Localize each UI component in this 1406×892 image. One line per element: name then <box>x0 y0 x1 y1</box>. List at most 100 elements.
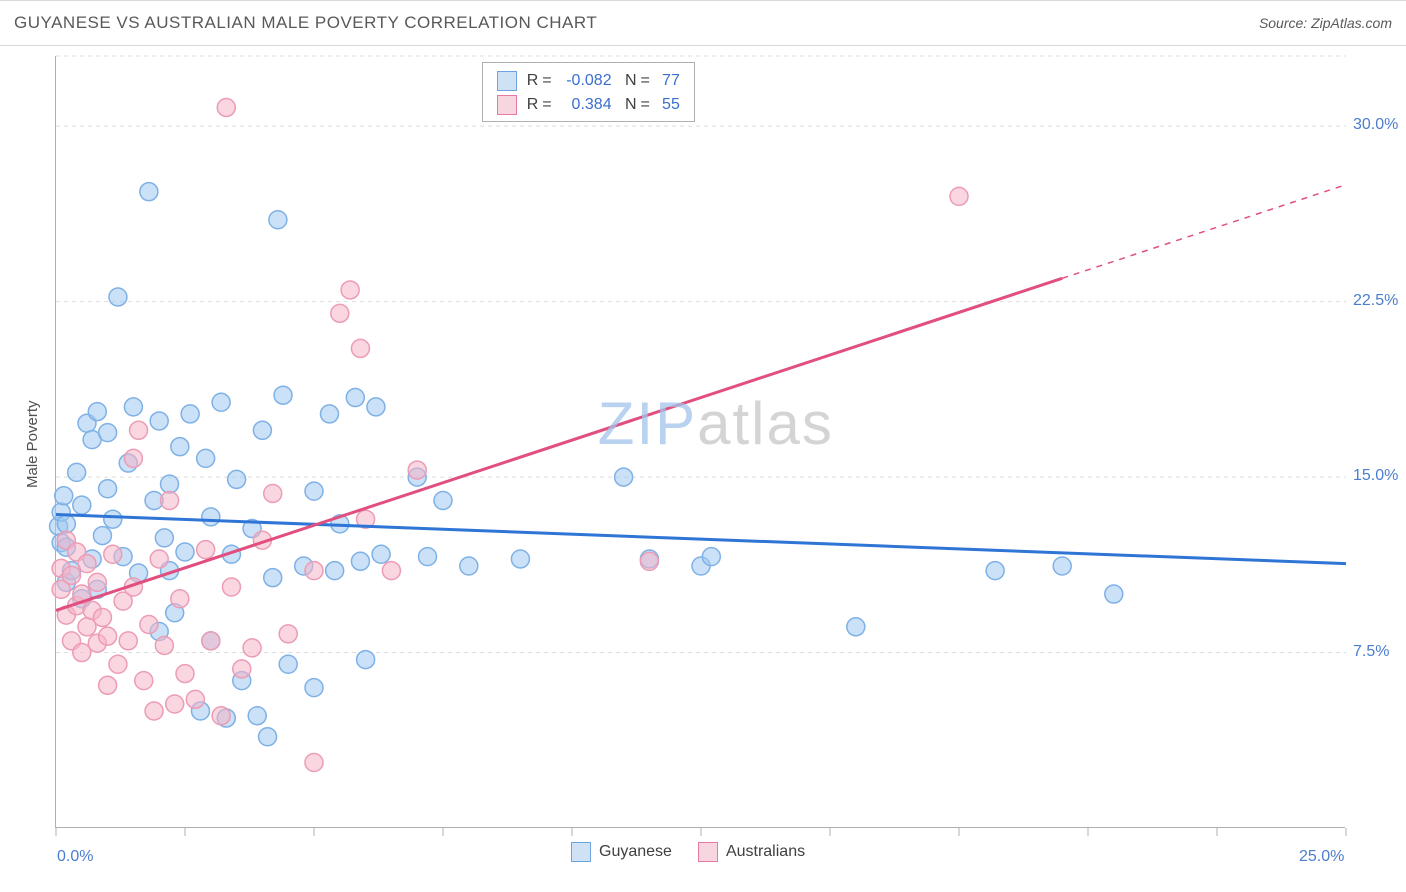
data-point <box>166 695 184 713</box>
data-point <box>950 187 968 205</box>
data-point <box>326 562 344 580</box>
data-point <box>197 541 215 559</box>
scatter-plot: ZIPatlas R=-0.082 N=77R=0.384 N=55 <box>55 56 1345 828</box>
data-point <box>434 491 452 509</box>
y-tick-label: 30.0% <box>1353 116 1398 134</box>
data-point <box>259 728 277 746</box>
data-point <box>460 557 478 575</box>
data-point <box>155 529 173 547</box>
data-point <box>124 449 142 467</box>
data-point <box>202 632 220 650</box>
data-point <box>88 573 106 591</box>
legend-r-value: 0.384 <box>556 93 612 117</box>
data-point <box>264 569 282 587</box>
y-tick-label: 15.0% <box>1353 467 1398 485</box>
y-tick-label: 22.5% <box>1353 292 1398 310</box>
data-point <box>615 468 633 486</box>
legend-n-value: 77 <box>654 69 680 93</box>
legend-series-label: Guyanese <box>599 843 672 861</box>
data-point <box>176 543 194 561</box>
data-point <box>511 550 529 568</box>
data-point <box>171 438 189 456</box>
data-point <box>181 405 199 423</box>
data-point <box>99 627 117 645</box>
legend-row: R=0.384 N=55 <box>497 93 680 117</box>
data-point <box>320 405 338 423</box>
data-point <box>305 482 323 500</box>
source-name: ZipAtlas.com <box>1311 15 1392 31</box>
data-point <box>119 632 137 650</box>
data-point <box>640 552 658 570</box>
data-point <box>135 672 153 690</box>
data-point <box>305 679 323 697</box>
data-point <box>212 393 230 411</box>
data-point <box>68 463 86 481</box>
legend-n-value: 55 <box>654 93 680 117</box>
data-point <box>109 288 127 306</box>
data-point <box>702 548 720 566</box>
legend-swatch <box>571 842 591 862</box>
x-axis-max-label: 25.0% <box>1299 848 1344 866</box>
data-point <box>145 702 163 720</box>
y-tick-label: 7.5% <box>1353 643 1389 661</box>
data-point <box>243 639 261 657</box>
data-point <box>99 424 117 442</box>
chart-source: Source: ZipAtlas.com <box>1259 15 1392 31</box>
data-point <box>55 487 73 505</box>
data-point <box>269 211 287 229</box>
source-prefix: Source: <box>1259 15 1311 31</box>
plot-svg <box>56 56 1346 828</box>
data-point <box>248 707 266 725</box>
legend-row: R=-0.082 N=77 <box>497 69 680 93</box>
data-point <box>155 637 173 655</box>
legend-r-value: -0.082 <box>556 69 612 93</box>
data-point <box>346 389 364 407</box>
data-point <box>130 421 148 439</box>
data-point <box>1053 557 1071 575</box>
data-point <box>93 608 111 626</box>
data-point <box>217 98 235 116</box>
data-point <box>351 339 369 357</box>
data-point <box>331 304 349 322</box>
data-point <box>367 398 385 416</box>
data-point <box>212 707 230 725</box>
trend-line-extrapolated <box>1062 185 1346 279</box>
data-point <box>171 590 189 608</box>
series-legend: GuyaneseAustralians <box>571 842 831 862</box>
data-point <box>150 550 168 568</box>
chart-title: GUYANESE VS AUSTRALIAN MALE POVERTY CORR… <box>14 13 597 33</box>
data-point <box>176 665 194 683</box>
data-point <box>150 412 168 430</box>
legend-swatch <box>497 71 517 91</box>
data-point <box>99 480 117 498</box>
data-point <box>351 552 369 570</box>
data-point <box>357 651 375 669</box>
x-axis-min-label: 0.0% <box>57 848 93 866</box>
data-point <box>341 281 359 299</box>
data-point <box>161 475 179 493</box>
data-point <box>78 555 96 573</box>
legend-swatch <box>497 95 517 115</box>
data-point <box>93 527 111 545</box>
data-point <box>279 655 297 673</box>
data-point <box>253 421 271 439</box>
data-point <box>419 548 437 566</box>
data-point <box>124 398 142 416</box>
data-point <box>264 484 282 502</box>
data-point <box>233 660 251 678</box>
data-point <box>62 566 80 584</box>
chart-header: GUYANESE VS AUSTRALIAN MALE POVERTY CORR… <box>0 0 1406 46</box>
data-point <box>986 562 1004 580</box>
data-point <box>104 545 122 563</box>
data-point <box>305 753 323 771</box>
y-axis-title: Male Poverty <box>24 401 41 489</box>
data-point <box>382 562 400 580</box>
data-point <box>73 496 91 514</box>
data-point <box>186 690 204 708</box>
data-point <box>372 545 390 563</box>
data-point <box>274 386 292 404</box>
data-point <box>140 615 158 633</box>
data-point <box>88 403 106 421</box>
data-point <box>228 470 246 488</box>
data-point <box>99 676 117 694</box>
